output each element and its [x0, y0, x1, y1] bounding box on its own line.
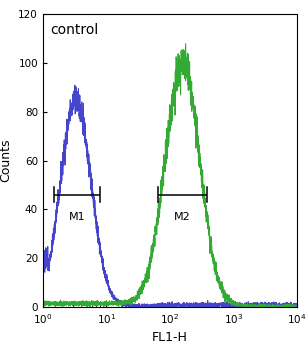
Y-axis label: Counts: Counts	[0, 139, 13, 182]
Text: control: control	[50, 22, 98, 37]
Text: M1: M1	[69, 212, 85, 222]
X-axis label: FL1-H: FL1-H	[152, 331, 188, 344]
Text: M2: M2	[174, 212, 191, 222]
